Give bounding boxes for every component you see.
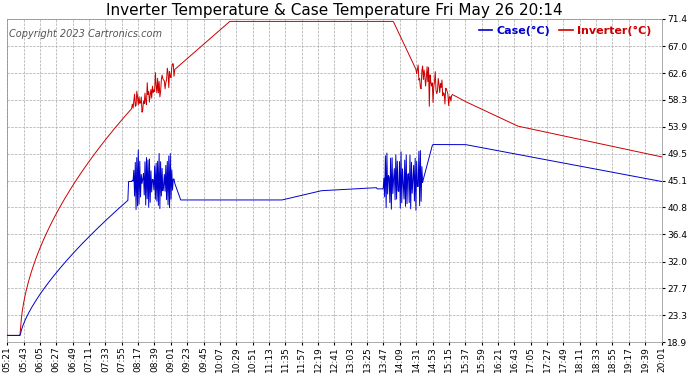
Legend: Case(°C), Inverter(°C): Case(°C), Inverter(°C) [475, 21, 656, 40]
Text: Copyright 2023 Cartronics.com: Copyright 2023 Cartronics.com [8, 28, 161, 39]
Title: Inverter Temperature & Case Temperature Fri May 26 20:14: Inverter Temperature & Case Temperature … [106, 3, 563, 18]
